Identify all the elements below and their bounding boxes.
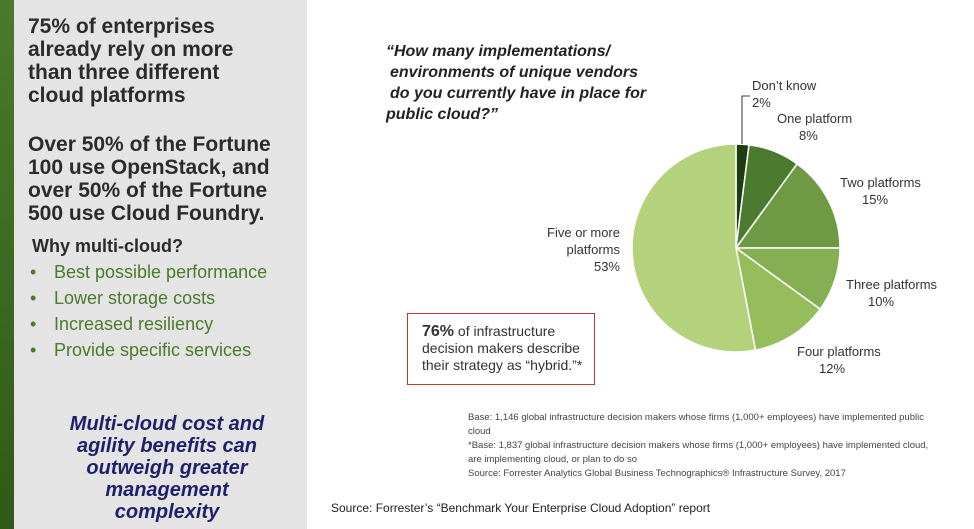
slice-label: Three platforms 10%: [846, 277, 938, 309]
slice-name-label: Five or more: [547, 225, 620, 240]
bullet-icon: •: [30, 340, 37, 360]
slice-value-label: 12%: [819, 361, 845, 376]
left-accent-bar: [0, 0, 14, 529]
why-multicloud-heading: Why multi-cloud?: [32, 236, 183, 256]
source-note: Source: Forrester Analytics Global Busin…: [468, 468, 846, 479]
bullet-icon: •: [30, 262, 37, 282]
base-notes: Base: 1,146 global infrastructure decisi…: [468, 411, 938, 481]
list-item: • Increased resiliency: [30, 314, 214, 334]
headline-enterprises: 75% of enterprises already rely on more …: [28, 15, 234, 107]
hybrid-stat-box: 76% of infrastructure decision makers de…: [407, 313, 595, 385]
pie-slice-four-platforms: [734, 246, 822, 352]
hybrid-percent: 76%: [422, 323, 455, 340]
survey-question: “How many implementations/ environments …: [386, 43, 647, 123]
slice-name-label: One platform: [777, 111, 852, 126]
slice-name-label: Three platforms: [846, 277, 938, 292]
bullet-icon: •: [30, 288, 37, 308]
slice-label: Don’t know 2%: [752, 78, 817, 110]
slice-value-label: 15%: [862, 192, 888, 207]
slice-name-label: Don’t know: [752, 78, 817, 93]
benefits-list: • Best possible performance • Lower storag…: [30, 263, 300, 367]
slice-label: Five or more platforms 53%: [547, 225, 620, 274]
slice-value-label: 10%: [868, 294, 894, 309]
slice-name-label: platforms: [567, 242, 621, 257]
left-panel: 75% of enterprises already rely on more …: [14, 0, 307, 529]
hybrid-text: of infrastructure decision makers descri…: [422, 323, 583, 373]
slice-name-label: Two platforms: [840, 175, 921, 190]
pie-slice-two-platforms: [734, 162, 841, 249]
report-source: Source: Forrester’s “Benchmark Your Ente…: [331, 501, 711, 515]
multicloud-callout: Multi-cloud cost and agility benefits ca…: [69, 413, 265, 523]
pie-slice-five-or-more-platforms: [631, 143, 757, 353]
base-note: *Base: 1,837 global infrastructure decis…: [468, 440, 929, 465]
slice-value-label: 2%: [752, 95, 771, 110]
slice-name-label: Four platforms: [797, 344, 881, 359]
slice-label: Two platforms 15%: [840, 175, 921, 207]
slice-value-label: 53%: [594, 259, 620, 274]
list-item: • Best possible performance: [30, 262, 268, 282]
list-item: • Lower storage costs: [30, 288, 216, 308]
base-note: Base: 1,146 global infrastructure decisi…: [468, 412, 924, 437]
slice-value-label: 8%: [799, 128, 818, 143]
leader-line: [741, 95, 750, 144]
headline-fortune: Over 50% of the Fortune 100 use OpenStac…: [28, 133, 271, 225]
slice-label: One platform 8%: [777, 111, 852, 143]
slice-label: Four platforms 12%: [797, 344, 881, 376]
list-item: • Provide specific services: [30, 340, 252, 360]
bullet-icon: •: [30, 314, 37, 334]
